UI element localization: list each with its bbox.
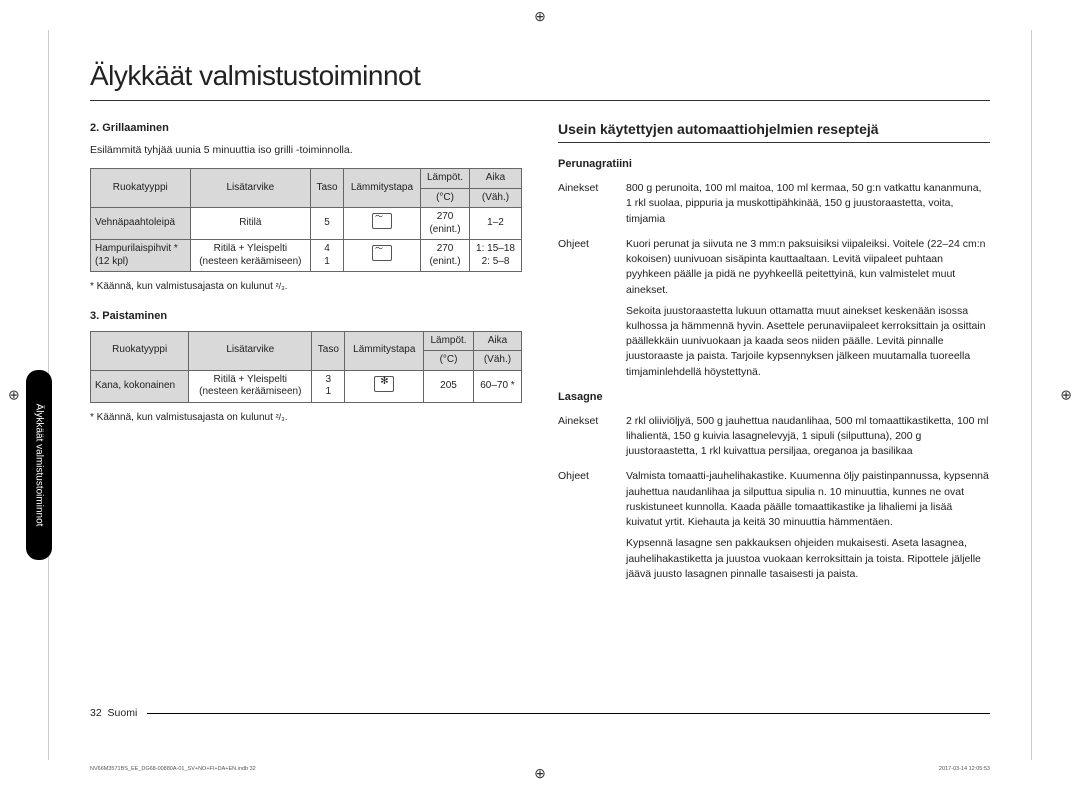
- left-column: 2. Grillaaminen Esilämmitä tyhjää uunia …: [90, 119, 522, 592]
- cell-time: 1–2: [470, 208, 522, 240]
- label-instructions: Ohjeet: [558, 469, 612, 582]
- th-mode: Lämmitystapa: [343, 169, 420, 208]
- cell-food: Hampurilaispihvit *(12 kpl): [91, 240, 191, 272]
- recipe-instructions: Ohjeet Valmista tomaatti-jauhelihakastik…: [558, 469, 990, 582]
- th-temp-unit: (°C): [424, 351, 474, 371]
- cell-level: 41: [311, 240, 344, 272]
- cell-level: 5: [311, 208, 344, 240]
- fan-icon: [374, 376, 394, 392]
- th-acc: Lisätarvike: [190, 169, 311, 208]
- table-row: Hampurilaispihvit *(12 kpl) Ritilä + Yle…: [91, 240, 522, 272]
- th-time-unit: (Väh.): [470, 188, 522, 208]
- roast-table: Ruokatyyppi Lisätarvike Taso Lämmitystap…: [90, 331, 522, 403]
- th-temp-unit: (°C): [421, 188, 470, 208]
- th-time-unit: (Väh.): [473, 351, 521, 371]
- reg-mark-bottom: ⊕: [534, 765, 546, 782]
- th-temp: Lämpöt.: [424, 331, 474, 351]
- text-ingredients: 2 rkl oliiviöljyä, 500 g jauhettua nauda…: [626, 414, 990, 460]
- right-column: Usein käytettyjen automaattiohjelmien re…: [558, 119, 990, 592]
- recipe-ingredients: Ainekset 2 rkl oliiviöljyä, 500 g jauhet…: [558, 414, 990, 460]
- cell-temp: 270(enint.): [421, 240, 470, 272]
- meta-timestamp: 2017-03-14 12:05:53: [939, 766, 990, 772]
- label-instructions: Ohjeet: [558, 237, 612, 380]
- th-level: Taso: [312, 331, 345, 370]
- cell-level: 31: [312, 370, 345, 402]
- cell-time: 60–70 *: [473, 370, 521, 402]
- meta-filename: NV66M3571BS_EE_DG68-00880A-01_SV+NO+FI+D…: [90, 766, 256, 772]
- th-mode: Lämmitystapa: [345, 331, 424, 370]
- cell-food: Kana, kokonainen: [91, 370, 189, 402]
- grill-heading: 2. Grillaaminen: [90, 121, 522, 137]
- footer-rule: 32 Suomi: [90, 713, 990, 714]
- cell-acc: Ritilä + Yleispelti(nesteen keräämiseen): [190, 240, 311, 272]
- label-ingredients: Ainekset: [558, 181, 612, 227]
- title-rule: [90, 100, 990, 101]
- text-ingredients: 800 g perunoita, 100 ml maitoa, 100 ml k…: [626, 181, 990, 227]
- crop-line-right: [1031, 30, 1032, 760]
- page-title: Älykkäät valmistustoiminnot: [90, 60, 990, 92]
- cell-time: 1: 15–182: 5–8: [470, 240, 522, 272]
- grill-table: Ruokatyyppi Lisätarvike Taso Lämmitystap…: [90, 168, 522, 272]
- th-time: Aika: [470, 169, 522, 189]
- th-food: Ruokatyyppi: [91, 331, 189, 370]
- side-tab: Älykkäät valmistustoiminnot: [26, 370, 52, 560]
- text-instructions: Kuori perunat ja siivuta ne 3 mm:n paksu…: [626, 237, 990, 380]
- grill-intro: Esilämmitä tyhjää uunia 5 minuuttia iso …: [90, 143, 522, 158]
- text-instructions: Valmista tomaatti-jauhelihakastike. Kuum…: [626, 469, 990, 582]
- cell-acc: Ritilä + Yleispelti(nesteen keräämiseen): [189, 370, 312, 402]
- th-level: Taso: [311, 169, 344, 208]
- page-number: 32 Suomi: [90, 707, 147, 719]
- th-food: Ruokatyyppi: [91, 169, 191, 208]
- cell-mode: [343, 208, 420, 240]
- label-ingredients: Ainekset: [558, 414, 612, 460]
- table-row: Kana, kokonainen Ritilä + Yleispelti(nes…: [91, 370, 522, 402]
- recipe-title-lasagne: Lasagne: [558, 390, 990, 406]
- cell-food: Vehnäpaahtoleipä: [91, 208, 191, 240]
- recipe-instructions: Ohjeet Kuori perunat ja siivuta ne 3 mm:…: [558, 237, 990, 380]
- cell-mode: [343, 240, 420, 272]
- th-time: Aika: [473, 331, 521, 351]
- recipe-ingredients: Ainekset 800 g perunoita, 100 ml maitoa,…: [558, 181, 990, 227]
- th-temp: Lämpöt.: [421, 169, 470, 189]
- recipes-heading: Usein käytettyjen automaattiohjelmien re…: [558, 119, 990, 139]
- recipe-title-gratin: Perunagratiini: [558, 157, 990, 173]
- side-tab-label: Älykkäät valmistustoiminnot: [34, 404, 45, 527]
- page-content: Älykkäät valmistustoiminnot Älykkäät val…: [90, 60, 990, 740]
- reg-mark-top: ⊕: [534, 8, 546, 25]
- th-acc: Lisätarvike: [189, 331, 312, 370]
- cell-temp: 205: [424, 370, 474, 402]
- cell-mode: [345, 370, 424, 402]
- recipes-rule: [558, 142, 990, 143]
- grill-note: * Käännä, kun valmistusajasta on kulunut…: [90, 280, 522, 295]
- roast-note: * Käännä, kun valmistusajasta on kulunut…: [90, 411, 522, 426]
- cell-temp: 270(enint.): [421, 208, 470, 240]
- table-row: Vehnäpaahtoleipä Ritilä 5 270(enint.) 1–…: [91, 208, 522, 240]
- roast-heading: 3. Paistaminen: [90, 309, 522, 325]
- grill-icon: [372, 213, 392, 229]
- cell-acc: Ritilä: [190, 208, 311, 240]
- grill-icon: [372, 245, 392, 261]
- reg-mark-right: ⊕: [1060, 387, 1072, 404]
- reg-mark-left: ⊕: [8, 387, 20, 404]
